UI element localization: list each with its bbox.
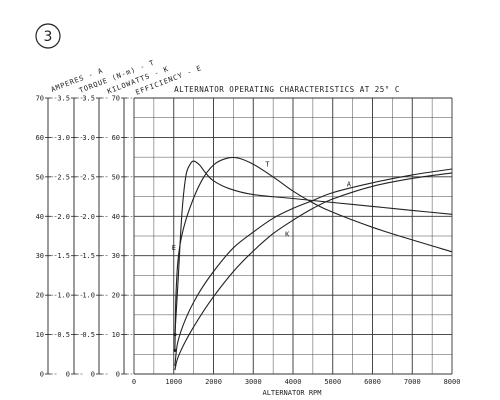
y-tick-label: 2.0 [82,213,95,221]
y-tick-label: 0 [66,371,70,379]
y-axes: 0 10 20 30 40 50 60 70 0 0.5 1.0 1.5 2.0 2.5 3.0 3.5 0 0.… [36,95,134,379]
y-tick-label: 60 [112,134,120,142]
figure-number-circle [35,23,61,49]
y-tick-label: 2.5 [82,173,95,181]
x-tick-labels: 0 1000 2000 3000 4000 5000 6000 7000 8000 [132,378,461,386]
y-tick-label: 20 [112,292,120,300]
series-line-E [174,160,453,335]
y-tick-label: 70 [36,95,44,103]
series-label-K: K [285,230,290,238]
y-tick-label: 10 [36,331,44,339]
series-label-T: T [265,160,270,168]
x-tick-label: 3000 [245,378,262,386]
y-tick-label: 20 [36,292,44,300]
y-tick-label: 2.0 [57,213,70,221]
y-tick-label: 1.5 [82,252,95,260]
series-lines [173,156,453,371]
curve-start-dot [173,332,177,337]
y-tick-label: 1.5 [57,252,70,260]
y-tick-label: 0 [116,371,120,379]
series-line-T [174,156,453,351]
y-tick-label: 1.0 [82,292,95,300]
y-tick-label: 70 [112,95,120,103]
y-tick-label: 30 [36,252,44,260]
series-label-E: E [172,244,176,252]
series-line-A [174,168,453,367]
x-axis-label: ALTERNATOR RPM [262,389,321,397]
y-tick-label: 3.0 [82,134,95,142]
y-tick-label: 40 [36,213,44,221]
x-tick-label: 4000 [285,378,302,386]
axis-legend: AMPERES - A TORQUE (N-m) - T KILOWATTS -… [50,59,203,97]
y-tick-label: 60 [36,134,44,142]
figure-number: 3 [44,29,53,45]
y-tick-label: 0.5 [57,331,70,339]
x-tick-label: 1000 [165,378,182,386]
y-tick-label: 30 [112,252,120,260]
y-tick-label: 3.0 [57,134,70,142]
y-tick-label: 3.5 [82,95,95,103]
y-tick-label: 1.0 [57,292,70,300]
y-tick-label: 50 [112,173,120,181]
x-tick-label: 5000 [324,378,341,386]
series-label-A: A [347,181,352,189]
y-tick-label: 0 [40,371,44,379]
curve-start-dot [173,348,177,352]
y-tick-label: 10 [112,331,120,339]
x-tick-label: 0 [132,378,136,386]
x-tick-label: 6000 [364,378,381,386]
x-tick-label: 8000 [444,378,461,386]
x-tick-label: 7000 [404,378,421,386]
y-tick-label: 3.5 [57,95,70,103]
x-tick-label: 2000 [205,378,222,386]
series-labels: E T A K [172,160,352,251]
y-tick-label: 50 [36,173,44,181]
y-tick-label: 40 [112,213,120,221]
y-tick-label: 2.5 [57,173,70,181]
y-tick-label: 0 [91,371,95,379]
grid [133,97,453,375]
chart-title: ALTERNATOR OPERATING CHARACTERISTICS AT … [174,85,400,94]
series-line-K [174,172,453,371]
y-tick-label: 0.5 [82,331,95,339]
